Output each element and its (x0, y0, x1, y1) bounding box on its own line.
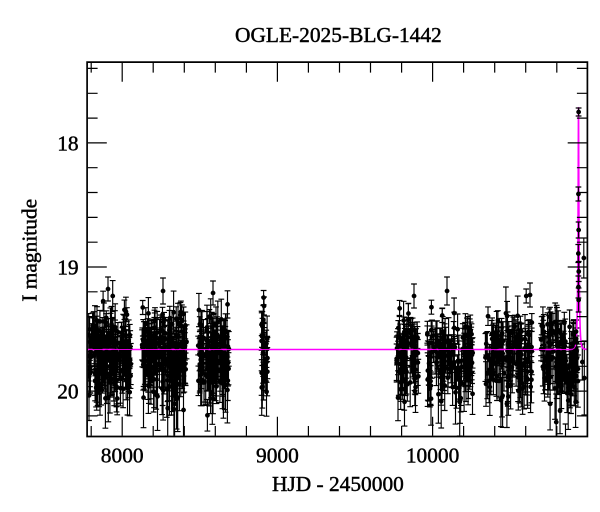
svg-text:18: 18 (57, 131, 78, 155)
svg-text:20: 20 (57, 380, 78, 404)
svg-text:9000: 9000 (256, 444, 299, 468)
svg-text:19: 19 (57, 256, 78, 280)
svg-text:10000: 10000 (406, 444, 459, 468)
svg-text:HJD - 2450000: HJD - 2450000 (272, 472, 404, 496)
svg-text:OGLE-2025-BLG-1442: OGLE-2025-BLG-1442 (235, 23, 442, 47)
svg-text:I magnitude: I magnitude (18, 199, 42, 302)
svg-text:8000: 8000 (101, 444, 144, 468)
